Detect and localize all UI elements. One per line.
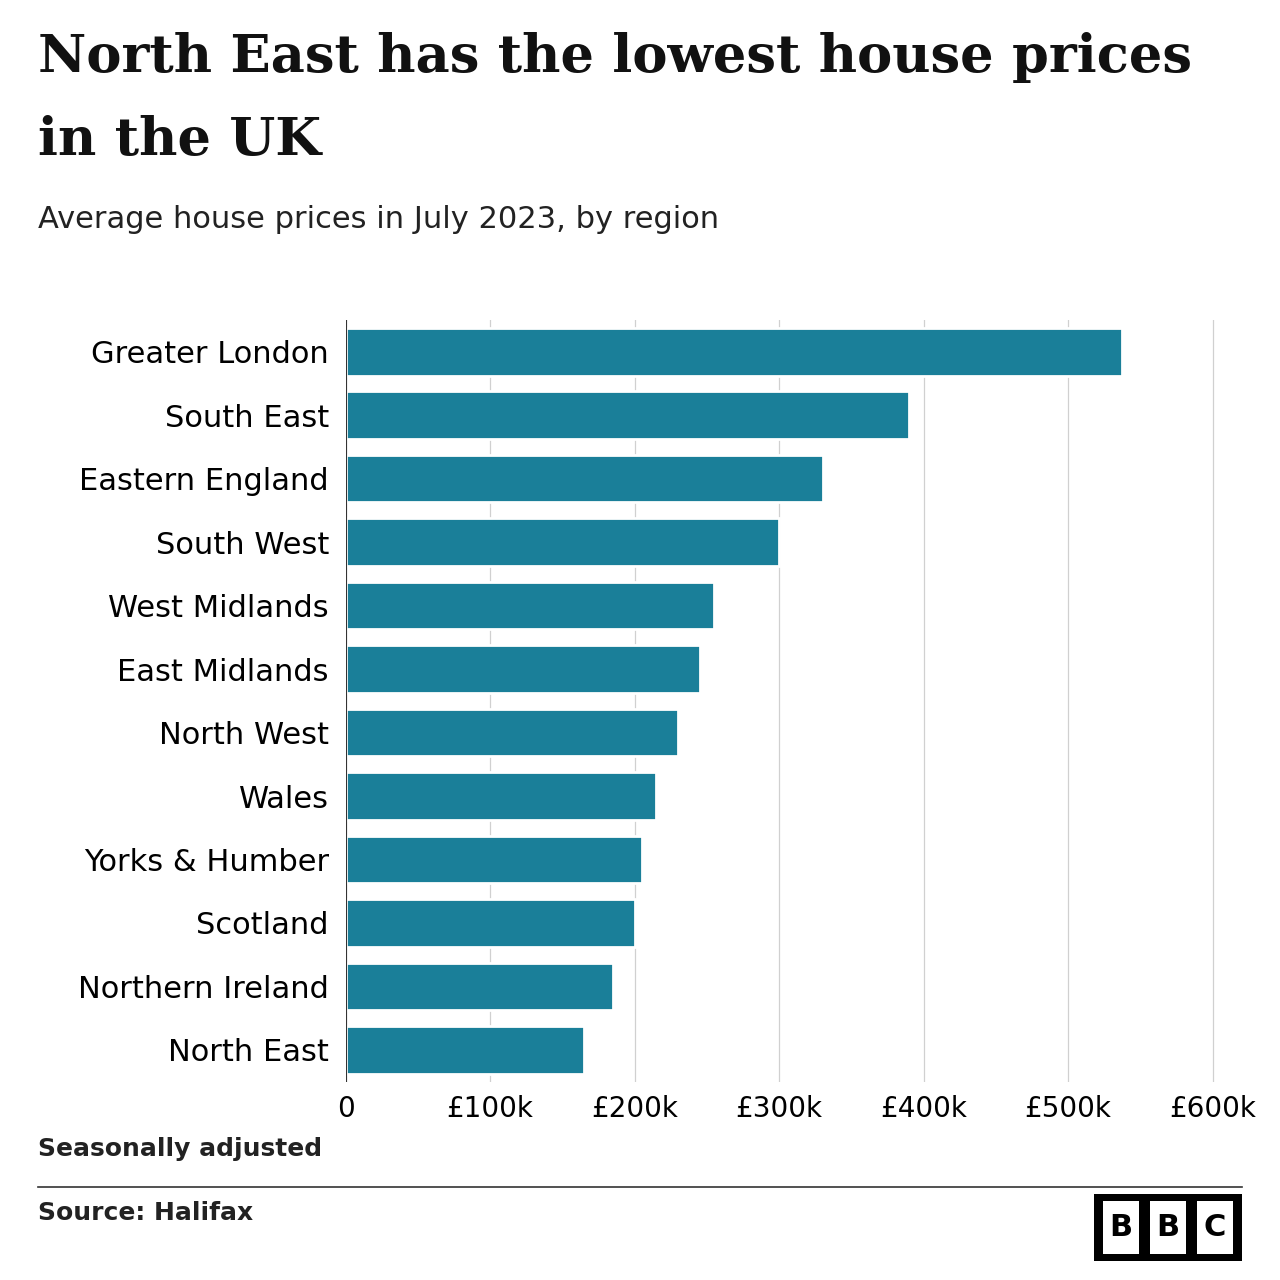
Bar (346, 836, 641, 883)
Text: B: B (1110, 1213, 1133, 1242)
Bar (346, 518, 780, 566)
FancyBboxPatch shape (1103, 1201, 1139, 1254)
Text: North East has the lowest house prices: North East has the lowest house prices (38, 32, 1193, 83)
Bar (346, 1027, 584, 1074)
Bar (346, 899, 635, 947)
Bar (346, 392, 909, 439)
Text: Average house prices in July 2023, by region: Average house prices in July 2023, by re… (38, 205, 719, 234)
Text: Seasonally adjusted: Seasonally adjusted (38, 1137, 323, 1161)
Text: B: B (1156, 1213, 1180, 1242)
Bar (346, 645, 700, 692)
Text: in the UK: in the UK (38, 115, 321, 166)
FancyBboxPatch shape (1198, 1201, 1233, 1254)
Bar (346, 772, 657, 819)
Bar (346, 963, 613, 1010)
Bar (346, 709, 678, 756)
FancyBboxPatch shape (1151, 1201, 1185, 1254)
Bar (346, 582, 714, 630)
Text: Source: Halifax: Source: Halifax (38, 1201, 253, 1225)
Text: C: C (1204, 1213, 1226, 1242)
Bar (346, 454, 823, 503)
Bar (346, 328, 1121, 375)
